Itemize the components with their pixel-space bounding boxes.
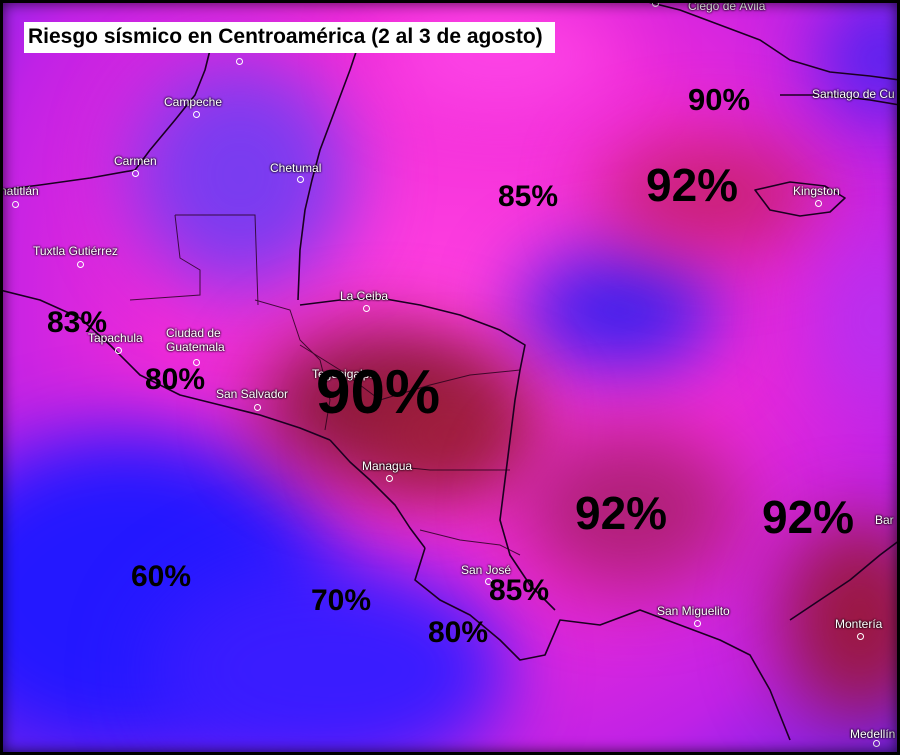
city-label-monteria: Montería — [835, 617, 883, 631]
map-title: Riesgo sísmico en Centroamérica (2 al 3 … — [24, 22, 555, 53]
city-label-carmen: Carmen — [114, 154, 157, 168]
risk-label-honduras: 90% — [316, 358, 441, 427]
city-label-guatemala: Ciudad de Guatemala — [166, 326, 225, 354]
city-label-ciego-de-avila: Ciego de Ávila — [688, 0, 766, 13]
city-marker — [236, 58, 243, 65]
risk-label-jamaica: 92% — [646, 159, 739, 211]
city-label-tuxtla: Tuxtla Gutiérrez — [33, 244, 118, 258]
risk-label-caribbean-sw: 92% — [575, 487, 668, 539]
city-marker — [77, 261, 84, 268]
city-label-tegucigalpa: Tegucigalpa — [312, 367, 377, 381]
city-label-chetumal: Chetumal — [270, 161, 322, 175]
city-marker — [132, 170, 139, 177]
risk-label-guatemala: 80% — [145, 363, 206, 396]
city-marker — [694, 620, 701, 627]
city-label-tapachula: Tapachula — [88, 331, 143, 345]
city-label-bar: Bar — [875, 513, 894, 527]
city-marker — [815, 200, 822, 207]
city-label-natitlan: natitlán — [0, 184, 39, 198]
risk-label-caribbean-se: 92% — [762, 491, 855, 543]
city-label-san-jose: San José — [461, 563, 512, 577]
city-label-san-miguelito: San Miguelito — [657, 604, 730, 618]
city-label-san-salvador: San Salvador — [216, 387, 289, 401]
city-label-managua: Managua — [362, 459, 413, 473]
city-marker — [193, 359, 200, 366]
city-label-medellin: Medellín — [850, 727, 896, 741]
city-marker — [363, 305, 370, 312]
risk-label-pacific-west: 60% — [131, 560, 192, 593]
city-label-la-ceiba: La Ceiba — [340, 289, 389, 303]
city-marker — [857, 633, 864, 640]
risk-label-costa-rica-north: 85% — [489, 574, 550, 607]
city-marker — [254, 404, 261, 411]
city-label-kingston: Kingston — [793, 184, 840, 198]
risk-label-costa-rica-south: 80% — [428, 616, 489, 649]
city-marker — [297, 176, 304, 183]
city-marker — [193, 111, 200, 118]
city-label-campeche: Campeche — [164, 95, 223, 109]
risk-label-belize-sea: 85% — [498, 180, 559, 213]
city-marker — [115, 347, 122, 354]
city-marker — [652, 0, 659, 7]
risk-label-cuba: 90% — [688, 82, 751, 117]
city-label-santiago: Santiago de Cu — [812, 87, 895, 101]
city-marker — [485, 578, 492, 585]
city-marker — [12, 201, 19, 208]
risk-label-pacific-central: 70% — [311, 584, 372, 617]
city-marker — [873, 740, 880, 747]
city-marker — [386, 475, 393, 482]
risk-label-chiapas: 83% — [47, 306, 108, 339]
